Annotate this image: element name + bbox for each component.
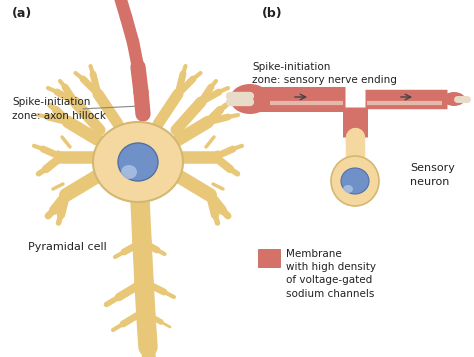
Text: Spike-initiation
zone: axon hillock: Spike-initiation zone: axon hillock [12, 97, 106, 121]
Ellipse shape [343, 185, 353, 193]
Text: (a): (a) [12, 7, 32, 20]
Text: (b): (b) [262, 7, 283, 20]
Text: Sensory
neuron: Sensory neuron [410, 164, 455, 187]
Ellipse shape [230, 84, 270, 114]
Ellipse shape [118, 143, 158, 181]
FancyBboxPatch shape [258, 249, 280, 267]
Ellipse shape [331, 156, 379, 206]
Text: Pyramidal cell: Pyramidal cell [28, 242, 107, 252]
Ellipse shape [229, 92, 251, 106]
Ellipse shape [121, 165, 137, 179]
Ellipse shape [93, 122, 183, 202]
Ellipse shape [341, 168, 369, 194]
Text: Membrane
with high density
of voltage-gated
sodium channels: Membrane with high density of voltage-ga… [286, 249, 376, 298]
Ellipse shape [443, 92, 465, 106]
Text: Spike-initiation
zone: sensory nerve ending: Spike-initiation zone: sensory nerve end… [252, 62, 397, 85]
